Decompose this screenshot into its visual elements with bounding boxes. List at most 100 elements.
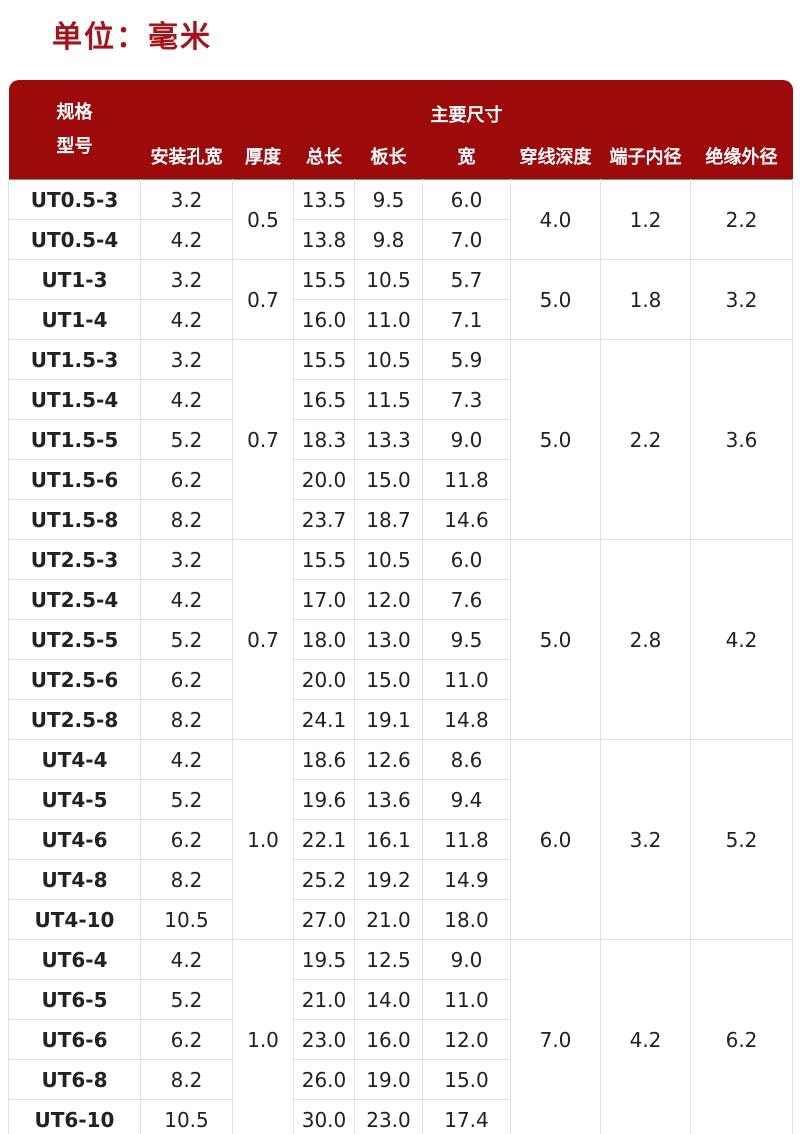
board-length-cell: 15.0	[354, 459, 423, 500]
table-row: UT2.5-4 4.2 17.0 12.0 7.6	[8, 579, 793, 620]
board-length-cell: 10.5	[354, 339, 423, 380]
unit-label: 单位：毫米	[52, 20, 212, 55]
board-length-cell: 19.1	[354, 699, 423, 740]
model-cell: UT6-6	[8, 1019, 141, 1060]
hole-width-cell: 5.2	[140, 779, 233, 820]
thickness-cell: 0.7	[232, 539, 294, 740]
model-cell: UT4-6	[8, 819, 141, 860]
table-row: UT6-6 6.2 23.0 16.0 12.0	[8, 1019, 793, 1060]
width-cell: 5.7	[422, 259, 511, 300]
column-header: 端子内径	[600, 133, 691, 180]
model-cell: UT6-8	[8, 1059, 141, 1100]
depth-cell: 5.0	[510, 259, 601, 340]
width-cell: 14.9	[422, 859, 511, 900]
hole-width-cell: 6.2	[140, 1019, 233, 1060]
hole-width-cell: 4.2	[140, 219, 233, 260]
board-length-cell: 14.0	[354, 979, 423, 1020]
hole-width-cell: 8.2	[140, 1059, 233, 1100]
model-cell: UT6-4	[8, 939, 141, 980]
board-length-cell: 10.5	[354, 539, 423, 580]
width-cell: 9.0	[422, 419, 511, 460]
model-cell: UT4-4	[8, 739, 141, 780]
board-length-cell: 15.0	[354, 659, 423, 700]
hole-width-cell: 3.2	[140, 179, 233, 220]
thickness-cell: 1.0	[232, 939, 294, 1134]
hole-width-cell: 4.2	[140, 939, 233, 980]
board-length-cell: 9.5	[354, 179, 423, 220]
depth-cell: 6.0	[510, 739, 601, 940]
width-cell: 7.6	[422, 579, 511, 620]
length-cell: 19.6	[293, 779, 355, 820]
table-row: UT6-8 8.2 26.0 19.0 15.0	[8, 1059, 793, 1100]
length-cell: 23.7	[293, 499, 355, 540]
board-length-cell: 13.6	[354, 779, 423, 820]
header-text: 规格	[56, 101, 93, 123]
header-row: 规格 型号 主要尺寸	[8, 80, 793, 180]
table-row: UT6-5 5.2 21.0 14.0 11.0	[8, 979, 793, 1020]
column-header: 总长	[293, 133, 355, 180]
model-cell: UT2.5-5	[8, 619, 141, 660]
length-cell: 17.0	[293, 579, 355, 620]
thickness-cell: 0.7	[232, 259, 294, 340]
width-cell: 7.0	[422, 219, 511, 260]
width-cell: 8.6	[422, 739, 511, 780]
inner-diameter-cell: 3.2	[600, 739, 691, 940]
main-header: 主要尺寸	[140, 80, 793, 133]
model-cell: UT4-5	[8, 779, 141, 820]
width-cell: 17.4	[422, 1099, 511, 1134]
width-cell: 9.4	[422, 779, 511, 820]
model-cell: UT4-10	[8, 899, 141, 940]
length-cell: 13.8	[293, 219, 355, 260]
length-cell: 15.5	[293, 539, 355, 580]
length-cell: 13.5	[293, 179, 355, 220]
table-row: UT4-10 10.5 27.0 21.0 18.0	[8, 899, 793, 940]
width-cell: 11.8	[422, 819, 511, 860]
width-cell: 11.0	[422, 659, 511, 700]
column-header: 板长	[354, 133, 423, 180]
model-cell: UT2.5-8	[8, 699, 141, 740]
board-length-cell: 13.3	[354, 419, 423, 460]
table-header: 规格 型号 主要尺寸 安装孔宽 厚度 总长 板长宽穿线深度 端子内径 绝缘外径	[8, 80, 793, 180]
hole-width-cell: 6.2	[140, 459, 233, 500]
length-cell: 18.6	[293, 739, 355, 780]
outer-diameter-cell: 6.2	[690, 939, 793, 1134]
table-row: UT4-8 8.2 25.2 19.2 14.9	[8, 859, 793, 900]
spec-header: 规格 型号	[8, 80, 141, 180]
board-length-cell: 11.0	[354, 299, 423, 340]
board-length-cell: 12.5	[354, 939, 423, 980]
length-cell: 15.5	[293, 339, 355, 380]
model-cell: UT0.5-4	[8, 219, 141, 260]
model-cell: UT1.5-3	[8, 339, 141, 380]
length-cell: 20.0	[293, 459, 355, 500]
board-length-cell: 12.0	[354, 579, 423, 620]
column-header: 穿线深度	[510, 133, 601, 180]
model-cell: UT1.5-5	[8, 419, 141, 460]
depth-cell: 5.0	[510, 539, 601, 740]
length-cell: 18.3	[293, 419, 355, 460]
table-row: UT2.5-3 3.2 0.7 15.5 10.5 6.0 5.0 2.8 4.2	[8, 539, 793, 740]
width-cell: 7.1	[422, 299, 511, 340]
board-length-cell: 10.5	[354, 259, 423, 300]
hole-width-cell: 8.2	[140, 699, 233, 740]
table-row: UT4-4 4.2 1.0 18.6 12.6 8.6 6.0 3.2 5.2	[8, 739, 793, 940]
length-cell: 22.1	[293, 819, 355, 860]
hole-width-cell: 4.2	[140, 379, 233, 420]
model-cell: UT6-10	[8, 1099, 141, 1134]
width-cell: 9.5	[422, 619, 511, 660]
model-cell: UT1.5-6	[8, 459, 141, 500]
column-header: 绝缘外径	[690, 133, 793, 180]
model-cell: UT4-8	[8, 859, 141, 900]
table-row: UT1.5-3 3.2 0.7 15.5 10.5 5.9 5.0 2.2 3.6	[8, 339, 793, 540]
outer-diameter-cell: 3.2	[690, 259, 793, 340]
length-cell: 20.0	[293, 659, 355, 700]
model-cell: UT2.5-3	[8, 539, 141, 580]
table-body: UT0.5-3 3.2 0.5 13.5 9.5 6.0 4.0 1.2 2.2 UT0.5-4 4…	[8, 179, 793, 1134]
width-cell: 14.8	[422, 699, 511, 740]
length-cell: 18.0	[293, 619, 355, 660]
model-cell: UT0.5-3	[8, 179, 141, 220]
width-cell: 11.8	[422, 459, 511, 500]
width-cell: 12.0	[422, 1019, 511, 1060]
length-cell: 19.5	[293, 939, 355, 980]
table-row: UT6-4 4.2 1.0 19.5 12.5 9.0 7.0 4.2 6.2	[8, 939, 793, 1134]
